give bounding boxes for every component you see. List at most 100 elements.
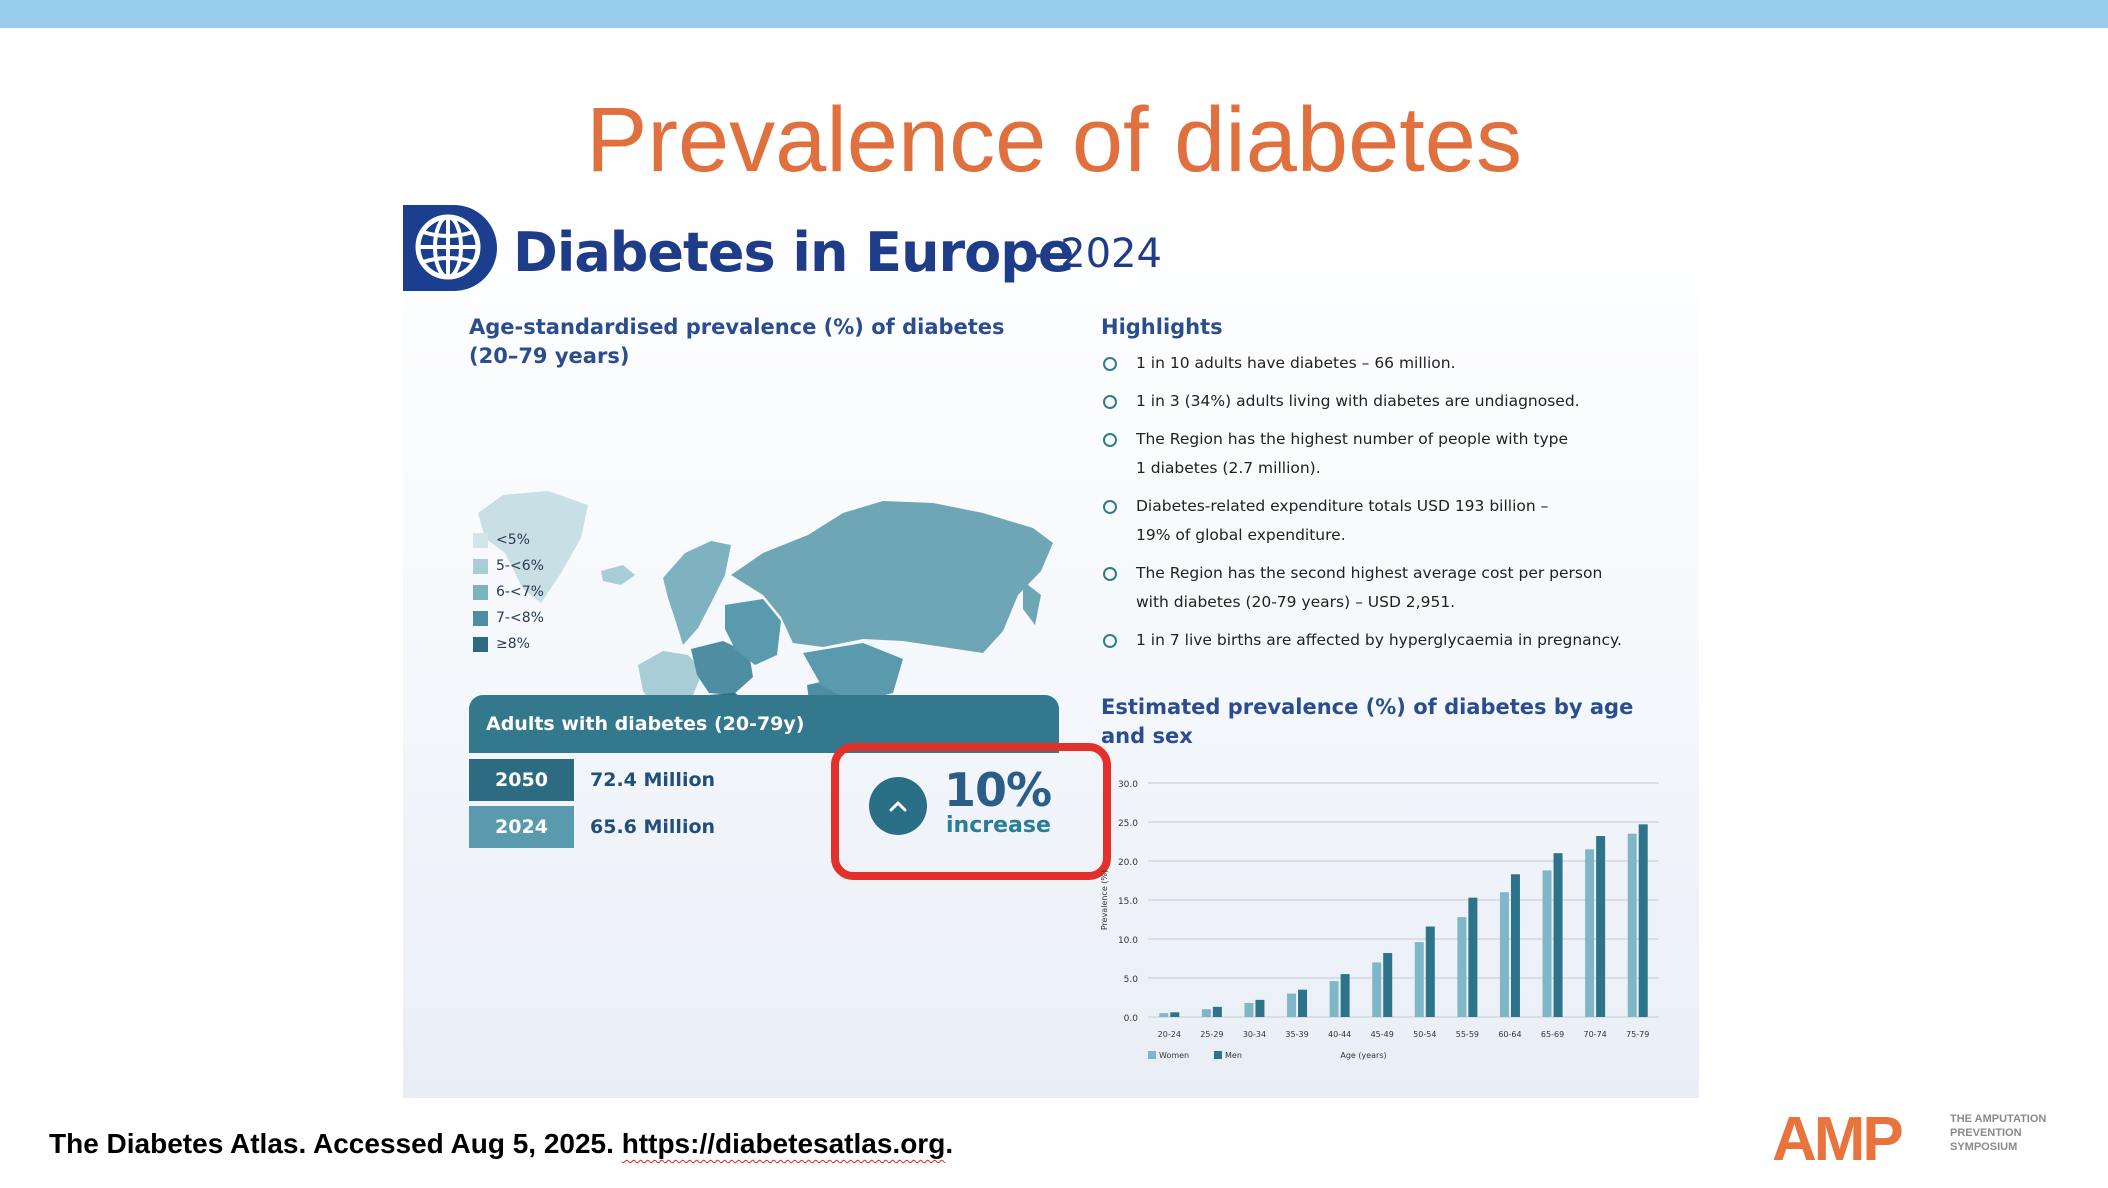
legend-item: 7-<8% bbox=[473, 605, 544, 631]
amp-logo-line: PREVENTION bbox=[1950, 1127, 2022, 1139]
bar-men bbox=[1383, 953, 1393, 1017]
amp-logo-text: THE AMPUTATION PREVENTION SYMPOSIUM bbox=[1950, 1112, 2046, 1154]
bar-women bbox=[1627, 833, 1637, 1017]
bar-women bbox=[1457, 917, 1467, 1017]
highlight-text: The Region has the second highest averag… bbox=[1136, 564, 1603, 582]
bar-men bbox=[1638, 824, 1648, 1017]
legend-swatch bbox=[1214, 1051, 1222, 1059]
adults-row-2024: 2024 65.6 Million bbox=[469, 806, 715, 848]
highlight-text: The Region has the highest number of peo… bbox=[1136, 430, 1569, 448]
adults-value: 65.6 Million bbox=[590, 816, 716, 838]
x-tick-label: 55-59 bbox=[1456, 1030, 1479, 1039]
slide-title: Prevalence of diabetes bbox=[586, 89, 1522, 191]
citation-link[interactable]: https://diabetesatlas.org bbox=[621, 1128, 946, 1159]
bar-women bbox=[1542, 870, 1552, 1017]
chevron-up-icon bbox=[889, 801, 907, 812]
x-tick-label: 60-64 bbox=[1498, 1030, 1521, 1039]
map-region-greenland bbox=[478, 491, 588, 603]
highlight-item: 1 in 7 live births are affected by hyper… bbox=[1100, 626, 1660, 655]
legend-label: 5-<6% bbox=[496, 558, 544, 574]
amp-logo-line: THE AMPUTATION bbox=[1950, 1113, 2047, 1125]
x-tick-label: 75-79 bbox=[1626, 1030, 1649, 1039]
legend-swatch bbox=[473, 532, 488, 548]
x-tick-label: 30-34 bbox=[1243, 1030, 1266, 1039]
amp-logo: AMP THE AMPUTATION PREVENTION SYMPOSIUM bbox=[1772, 1104, 2072, 1176]
x-tick-label: 20-24 bbox=[1158, 1030, 1181, 1039]
x-axis-label: Age (years) bbox=[1340, 1051, 1386, 1060]
map-heading: Age-standardised prevalence (%) of diabe… bbox=[469, 313, 1005, 371]
bar-men bbox=[1425, 926, 1435, 1017]
legend-label: <5% bbox=[496, 532, 530, 548]
increase-label: increase bbox=[946, 813, 1051, 838]
y-tick-label: 5.0 bbox=[1124, 975, 1139, 985]
highlight-text: Diabetes-related expenditure totals USD … bbox=[1136, 497, 1549, 515]
bar-men bbox=[1553, 853, 1563, 1017]
highlight-text-cont: 19% of global expenditure. bbox=[1136, 526, 1346, 544]
amp-logo-line: SYMPOSIUM bbox=[1950, 1141, 2018, 1153]
prevalence-chart: 0.0 5.0 10.0 15.0 20.0 25.0 30.0 Prevalence (%)… bbox=[1100, 780, 1659, 1060]
bullet-icon bbox=[1103, 634, 1117, 648]
map-legend: <5% 5-<6% 6-<7% 7-<8% ≥8% bbox=[473, 527, 544, 657]
adults-value: 72.4 Million bbox=[590, 769, 716, 791]
bar-women bbox=[1201, 1009, 1211, 1017]
adults-row-2050: 2050 72.4 Million bbox=[469, 759, 715, 801]
x-tick-label: 70-74 bbox=[1584, 1030, 1607, 1039]
legend-label: 6-<7% bbox=[496, 584, 544, 600]
legend-label: ≥8% bbox=[496, 636, 530, 652]
legend-item: 5-<6% bbox=[473, 553, 544, 579]
infographic-panel: Diabetes in Europe - 2024 Age-standardis… bbox=[403, 203, 1699, 1098]
legend-item: <5% bbox=[473, 527, 544, 553]
y-tick-label: 25.0 bbox=[1118, 819, 1138, 829]
highlights-list: 1 in 10 adults have diabetes – 66 millio… bbox=[1100, 349, 1660, 664]
legend-swatch bbox=[473, 610, 488, 626]
bar-men bbox=[1510, 874, 1520, 1017]
bar-men bbox=[1255, 999, 1265, 1017]
map-region-eastern-europe bbox=[725, 599, 781, 665]
y-tick-label: 30.0 bbox=[1118, 780, 1138, 790]
y-tick-label: 20.0 bbox=[1118, 858, 1138, 868]
map-region-central-europe bbox=[691, 641, 753, 695]
bar-men bbox=[1596, 836, 1606, 1017]
globe-badge bbox=[403, 205, 497, 291]
highlight-item: The Region has the highest number of peo… bbox=[1100, 425, 1660, 483]
x-tick-label: 25-29 bbox=[1200, 1030, 1223, 1039]
map-region-russia bbox=[731, 501, 1053, 653]
infographic-year: - 2024 bbox=[1033, 231, 1162, 277]
bar-men bbox=[1212, 1006, 1222, 1017]
chart-title: Estimated prevalence (%) of diabetes by … bbox=[1101, 693, 1661, 751]
x-tick-label: 45-49 bbox=[1371, 1030, 1394, 1039]
bar-women bbox=[1585, 849, 1595, 1017]
bullet-icon bbox=[1103, 433, 1117, 447]
amp-logo-mark: AMP bbox=[1772, 1105, 1904, 1174]
map-region-iceland bbox=[601, 565, 635, 585]
adults-year: 2050 bbox=[469, 759, 574, 801]
legend-item: 6-<7% bbox=[473, 579, 544, 605]
highlight-item: Diabetes-related expenditure totals USD … bbox=[1100, 492, 1660, 550]
y-tick-label: 15.0 bbox=[1118, 897, 1138, 907]
legend-swatch bbox=[473, 558, 488, 574]
bar-men bbox=[1340, 974, 1350, 1017]
increase-badge bbox=[869, 777, 927, 835]
map-region-central-asia bbox=[803, 643, 903, 703]
citation: The Diabetes Atlas. Accessed Aug 5, 2025… bbox=[49, 1128, 953, 1160]
map-heading-line2: (20–79 years) bbox=[469, 344, 630, 368]
highlight-text: 1 in 7 live births are affected by hyper… bbox=[1136, 631, 1622, 649]
highlight-text: 1 in 3 (34%) adults living with diabetes… bbox=[1136, 392, 1580, 410]
map-region-kamchatka bbox=[1023, 581, 1041, 625]
bar-women bbox=[1414, 942, 1424, 1017]
highlight-text: 1 in 10 adults have diabetes – 66 millio… bbox=[1136, 354, 1456, 372]
adults-year: 2024 bbox=[469, 806, 574, 848]
x-tick-label: 50-54 bbox=[1413, 1030, 1436, 1039]
bullet-icon bbox=[1103, 567, 1117, 581]
globe-icon bbox=[415, 214, 481, 280]
bar-men bbox=[1468, 897, 1478, 1017]
bar-women bbox=[1499, 892, 1509, 1017]
x-tick-label: 40-44 bbox=[1328, 1030, 1351, 1039]
map-heading-line1: Age-standardised prevalence (%) of diabe… bbox=[469, 315, 1005, 339]
x-tick-label: 65-69 bbox=[1541, 1030, 1564, 1039]
legend-swatch bbox=[473, 584, 488, 600]
legend-swatch bbox=[1148, 1051, 1156, 1059]
bar-women bbox=[1329, 981, 1339, 1017]
increase-percent: 10% bbox=[944, 763, 1052, 817]
highlight-text-cont: with diabetes (20-79 years) – USD 2,951. bbox=[1136, 593, 1456, 611]
